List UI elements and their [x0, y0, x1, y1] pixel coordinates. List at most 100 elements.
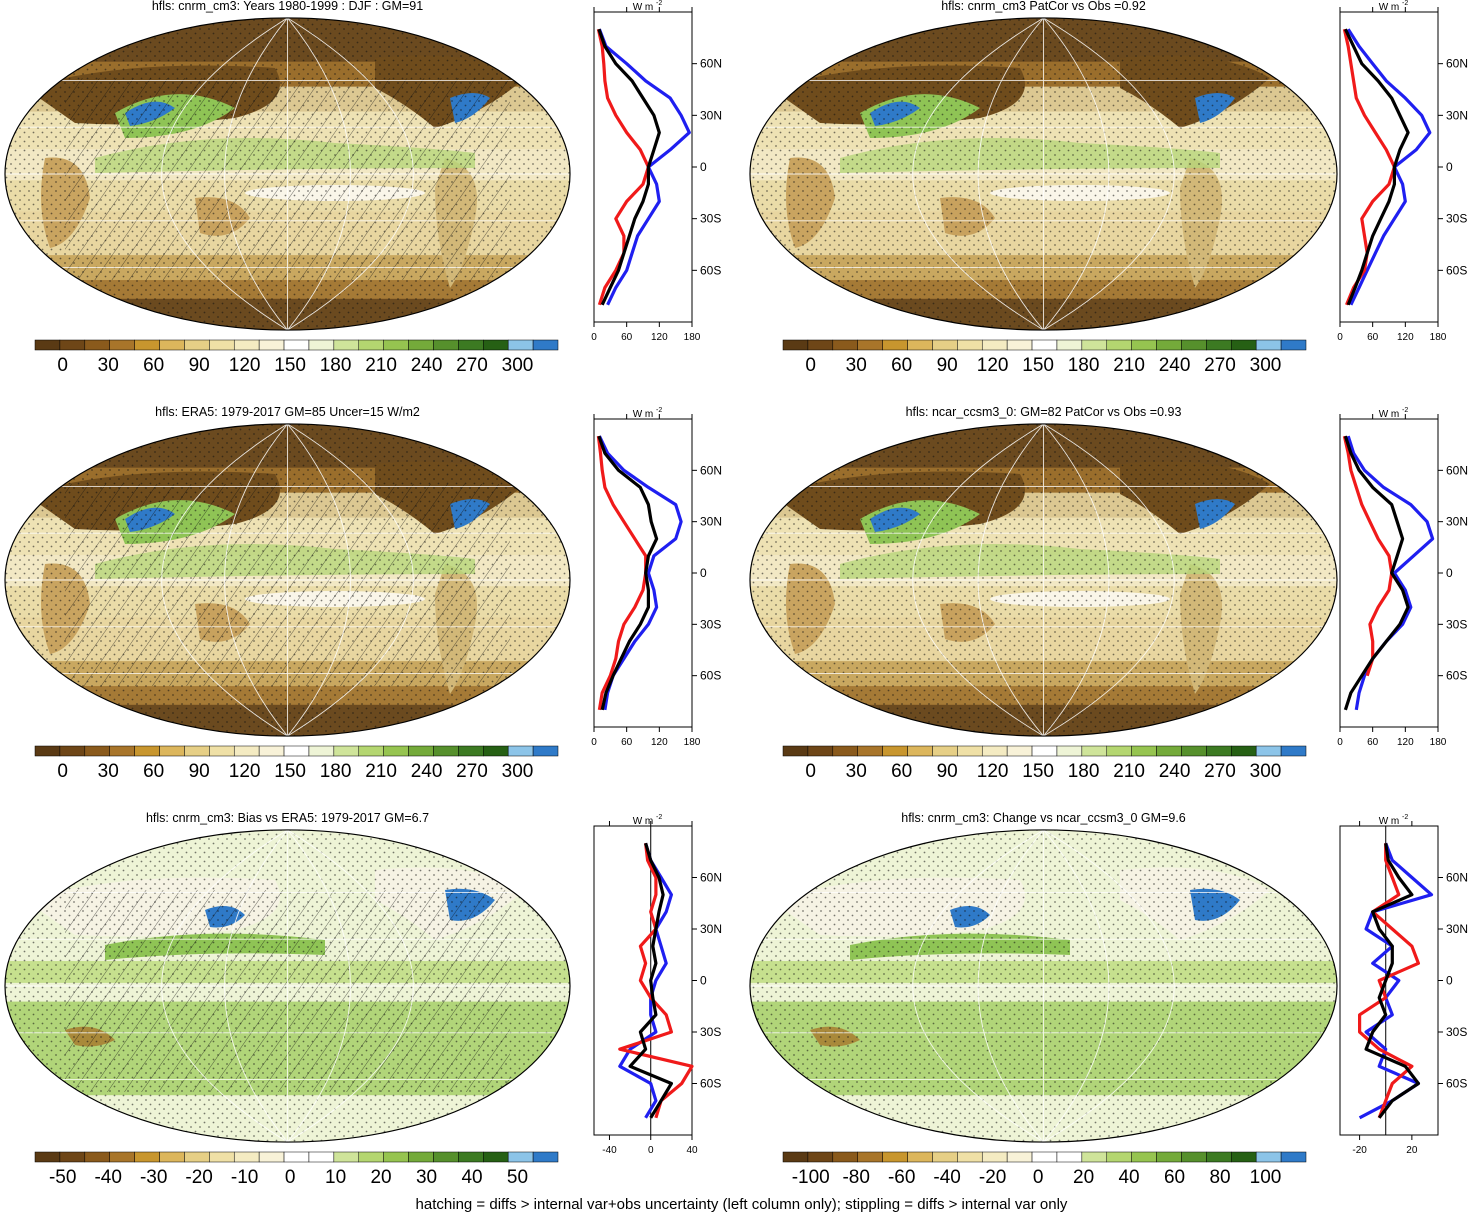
colorbar-swatch	[408, 1151, 434, 1163]
colorbar-swatch	[333, 1151, 360, 1163]
colorbar-swatch	[857, 339, 883, 351]
zonal-xtick-label: 180	[1430, 332, 1447, 343]
zonal-ytick-label: 60N	[700, 463, 722, 477]
colorbar-swatch	[1231, 745, 1257, 757]
map-graticule	[750, 17, 1337, 331]
zonal-series-red	[1358, 843, 1420, 1119]
map-outline	[749, 423, 1338, 737]
colorbar-label: 10	[325, 1167, 346, 1188]
zonal-xtick-label: 180	[684, 332, 701, 343]
colorbar-swatch	[857, 1151, 883, 1163]
zonal-unit-sup: -2	[656, 0, 662, 7]
colorbar-label: 60	[143, 761, 164, 782]
map-field	[750, 17, 1337, 331]
zonal-ytick-label: 0	[700, 566, 707, 580]
colorbar-label: 300	[502, 355, 534, 376]
colorbar-swatch	[981, 1151, 1008, 1163]
zonal-ytick-label: 60S	[1446, 669, 1467, 683]
colorbar-label: -60	[888, 1167, 915, 1188]
colorbar-label: 210	[1113, 761, 1145, 782]
colorbar-swatch	[957, 339, 983, 351]
zonal-xtick-label: 60	[1367, 332, 1379, 343]
figure-footer-note: hatching = diffs > internal var+obs unce…	[415, 1196, 1068, 1213]
colorbar-swatch	[383, 1151, 409, 1163]
zonal-series-black	[1343, 435, 1410, 711]
colorbar-swatch	[109, 1151, 135, 1163]
colorbar-swatch	[507, 339, 534, 351]
colorbar-swatch	[882, 1151, 908, 1163]
colorbar-swatch	[59, 1151, 86, 1163]
colorbar-swatch	[832, 1151, 858, 1163]
colorbar-label: 90	[937, 761, 958, 782]
colorbar-swatch	[1131, 1151, 1157, 1163]
colorbar-swatch	[782, 339, 809, 351]
zonal-xtick-label: 120	[651, 737, 668, 748]
zonal-xtick-label: 180	[684, 737, 701, 748]
colorbar-swatch	[1031, 1151, 1058, 1163]
colorbar-swatch	[383, 745, 409, 757]
colorbar-swatch	[34, 339, 61, 351]
colorbar-swatch	[1280, 339, 1307, 351]
colorbar-swatch	[84, 745, 110, 757]
zonal-ytick-label: 60S	[700, 1077, 721, 1091]
colorbar-label: 0	[57, 761, 68, 782]
panel-6: hfls: cnrm_cm3: Change vs ncar_ccsm3_0 G…	[749, 811, 1468, 1188]
colorbar-label: 30	[98, 355, 119, 376]
colorbar-label: 20	[1073, 1167, 1094, 1188]
colorbar-swatch	[134, 339, 160, 351]
colorbar-swatch	[1056, 1151, 1083, 1163]
map-outline	[4, 423, 571, 737]
panel-title: hfls: cnrm_cm3: Bias vs ERA5: 1979-2017 …	[146, 811, 429, 825]
colorbar-swatch	[1280, 745, 1307, 757]
colorbar-label: 30	[98, 761, 119, 782]
zonal-unit-label: W m	[1379, 409, 1400, 420]
colorbar-swatch	[1131, 339, 1157, 351]
zonal-unit-sup: -2	[1402, 814, 1408, 821]
colorbar-swatch	[1255, 339, 1282, 351]
panel-3: hfls: ERA5: 1979-2017 GM=85 Uncer=15 W/m…	[4, 405, 722, 782]
colorbar-swatch	[1106, 1151, 1132, 1163]
colorbar-swatch	[209, 745, 235, 757]
colorbar-swatch	[532, 745, 559, 757]
zonal-xtick-label: 0	[1337, 737, 1343, 748]
zonal-ytick-label: 60S	[1446, 263, 1467, 277]
colorbar-swatch	[233, 1151, 260, 1163]
zonal-xtick-label: 40	[686, 1145, 698, 1156]
colorbar-swatch	[907, 745, 933, 757]
colorbar-swatch	[782, 745, 809, 757]
zonal-xtick-label: -20	[1352, 1145, 1367, 1156]
colorbar-label: 300	[1250, 761, 1282, 782]
colorbar-swatch	[532, 1151, 559, 1163]
colorbar-swatch	[109, 339, 135, 351]
map-field	[5, 423, 570, 737]
colorbar-label: 60	[1164, 1167, 1185, 1188]
colorbar-swatch	[907, 339, 933, 351]
colorbar-label: -30	[140, 1167, 167, 1188]
colorbar-swatch	[981, 339, 1008, 351]
colorbar-label: -20	[185, 1167, 212, 1188]
colorbar-swatch	[283, 745, 310, 757]
colorbar-swatch	[1206, 1151, 1232, 1163]
colorbar-label: 150	[1022, 355, 1054, 376]
colorbar-swatch	[1106, 745, 1132, 757]
colorbar-swatch	[932, 1151, 958, 1163]
zonal-frame	[593, 11, 693, 323]
map-outline	[4, 829, 571, 1143]
colorbar-swatch	[408, 339, 434, 351]
colorbar-swatch	[483, 339, 509, 351]
colorbar-swatch	[458, 745, 484, 757]
zonal-xtick-label: 120	[651, 332, 668, 343]
colorbar-label: 210	[365, 761, 397, 782]
colorbar-label: -20	[979, 1167, 1006, 1188]
zonal-series-black	[597, 28, 661, 306]
colorbar-swatch	[1006, 1151, 1033, 1163]
colorbar-label: 30	[416, 1167, 437, 1188]
zonal-xtick-label: 60	[621, 737, 633, 748]
panel-title: hfls: cnrm_cm3: Years 1980-1999 : DJF : …	[152, 0, 423, 13]
colorbar-swatch	[1231, 1151, 1257, 1163]
zonal-ytick-label: 60S	[700, 669, 721, 683]
colorbar-swatch	[1031, 745, 1058, 757]
zonal-series-blue	[618, 842, 673, 1119]
colorbar-label: 120	[229, 355, 261, 376]
